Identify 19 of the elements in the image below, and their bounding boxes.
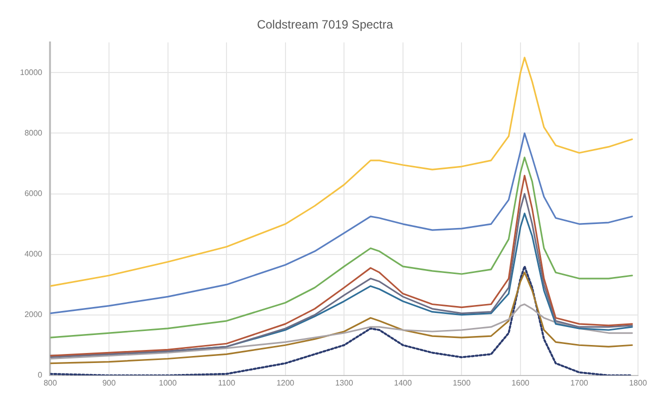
x-tick-label: 1200 xyxy=(276,378,295,388)
x-tick-label: 1100 xyxy=(218,378,236,388)
y-tick-label: 6000 xyxy=(24,188,43,198)
y-tick-label: 0 xyxy=(38,370,43,380)
x-tick-label: 900 xyxy=(102,378,116,388)
x-tick-label: 1800 xyxy=(629,378,648,388)
x-tick-label: 1300 xyxy=(335,378,354,388)
chart-title: Coldstream 7019 Spectra xyxy=(256,18,394,32)
x-tick-label: 1700 xyxy=(570,378,589,388)
x-tick-label: 1400 xyxy=(394,378,412,388)
line-series xyxy=(50,265,634,376)
x-tick-label: 1500 xyxy=(452,378,472,388)
x-tick-label: 1600 xyxy=(512,378,530,388)
y-tick-label: 2000 xyxy=(24,310,43,320)
x-tick-label: 800 xyxy=(44,378,58,388)
y-tick-label: 4000 xyxy=(24,250,43,259)
x-tick-label: 1000 xyxy=(158,378,178,388)
y-tick-label: 8000 xyxy=(24,128,43,138)
y-tick-label: 10000 xyxy=(20,68,43,77)
